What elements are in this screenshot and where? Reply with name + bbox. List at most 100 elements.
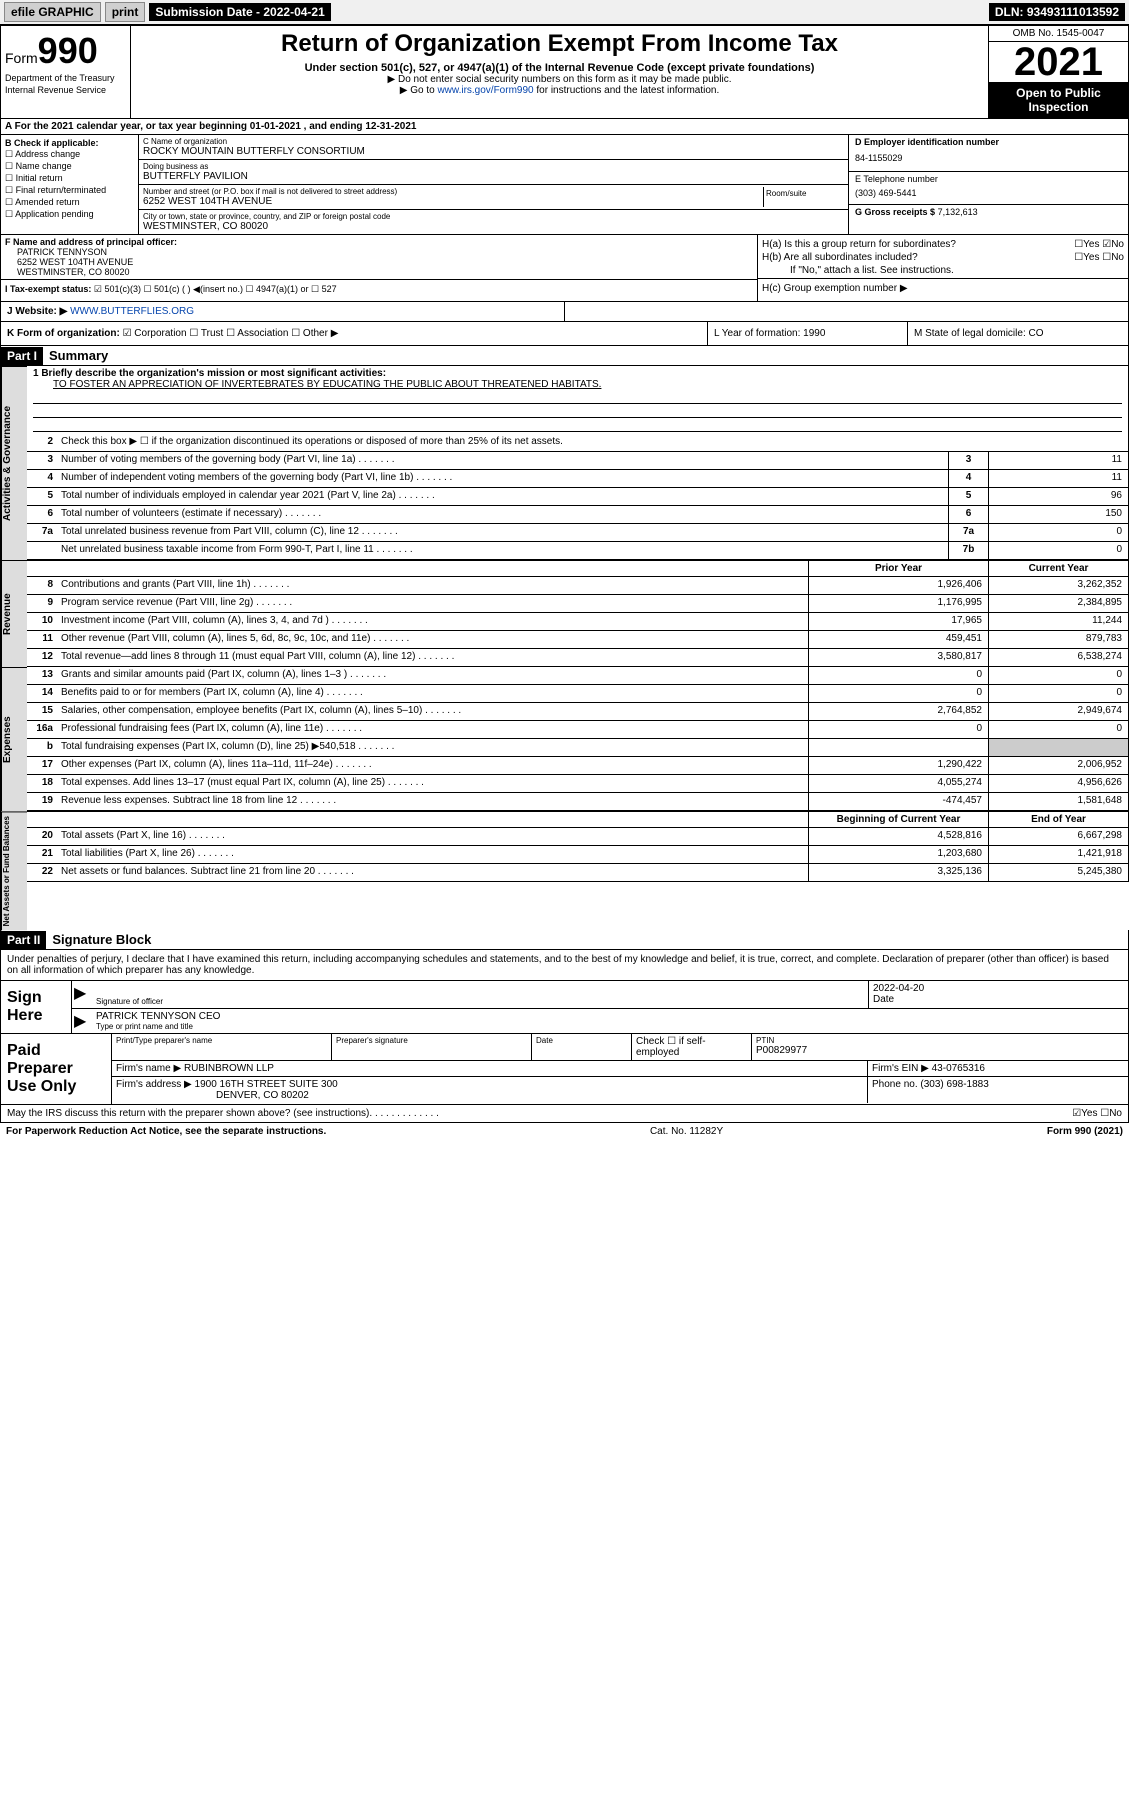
- line-20: 20 Total assets (Part X, line 16) 4,528,…: [27, 828, 1129, 846]
- tel-label: E Telephone number: [855, 174, 1122, 184]
- firm-phone: (303) 698-1883: [920, 1079, 988, 1090]
- line-12: 12 Total revenue—add lines 8 through 11 …: [27, 649, 1129, 667]
- chk-address[interactable]: Address change: [5, 149, 134, 160]
- telephone: (303) 469-5441: [855, 184, 1122, 202]
- note-ssn: ▶ Do not enter social security numbers o…: [139, 74, 980, 85]
- line-4: 4 Number of independent voting members o…: [27, 470, 1129, 488]
- line-9: 9 Program service revenue (Part VIII, li…: [27, 595, 1129, 613]
- chk-pending[interactable]: Application pending: [5, 209, 134, 220]
- website-url[interactable]: WWW.BUTTERFLIES.ORG: [70, 306, 194, 317]
- form-org-label: K Form of organization:: [7, 328, 120, 339]
- officer-addr2: WESTMINSTER, CO 80020: [5, 267, 753, 277]
- chk-final[interactable]: Final return/terminated: [5, 185, 134, 196]
- form-label: Form: [5, 50, 38, 66]
- vtab-na: Net Assets or Fund Balances: [1, 811, 27, 930]
- hb-label: H(b) Are all subordinates included?: [762, 252, 918, 263]
- part2-title: Signature Block: [46, 930, 157, 949]
- sig-date-lbl: Date: [873, 994, 1124, 1005]
- line-6: 6 Total number of volunteers (estimate i…: [27, 506, 1129, 524]
- mission-label: 1 Briefly describe the organization's mi…: [33, 368, 1122, 379]
- website-label: J Website: ▶: [7, 306, 67, 317]
- line-15: 15 Salaries, other compensation, employe…: [27, 703, 1129, 721]
- dept: Department of the Treasury: [5, 73, 115, 83]
- pra-notice: For Paperwork Reduction Act Notice, see …: [6, 1126, 326, 1137]
- addr-label: Number and street (or P.O. box if mail i…: [143, 187, 763, 196]
- col-b-header: B Check if applicable:: [5, 138, 134, 148]
- arrow-icon: ▶: [72, 981, 92, 1008]
- summary-activities: Activities & Governance 1 Briefly descri…: [0, 366, 1129, 560]
- irs: Internal Revenue Service: [5, 85, 106, 95]
- form-header: Form990 Department of the Treasury Inter…: [0, 25, 1129, 119]
- line-22: 22 Net assets or fund balances. Subtract…: [27, 864, 1129, 882]
- firm-ein: 43-0765316: [932, 1063, 985, 1074]
- officer-name: PATRICK TENNYSON: [5, 247, 753, 257]
- sign-here-label: Sign Here: [1, 981, 71, 1033]
- ein-label: D Employer identification number: [855, 137, 1122, 147]
- top-toolbar: efile GRAPHIC print Submission Date - 20…: [0, 0, 1129, 25]
- vtab-expenses: Expenses: [1, 667, 27, 811]
- col-h-group: H(a) Is this a group return for subordin…: [758, 235, 1128, 301]
- mission-text: TO FOSTER AN APPRECIATION OF INVERTEBRAT…: [33, 379, 1122, 390]
- hc-label: H(c) Group exemption number ▶: [758, 278, 1128, 298]
- form-title: Return of Organization Exempt From Incom…: [139, 30, 980, 58]
- officer-addr1: 6252 WEST 104TH AVENUE: [5, 257, 753, 267]
- discuss-row: May the IRS discuss this return with the…: [0, 1105, 1129, 1123]
- line-19: 19 Revenue less expenses. Subtract line …: [27, 793, 1129, 811]
- col-beg: Beginning of Current Year: [808, 811, 988, 827]
- form-subtitle: Under section 501(c), 527, or 4947(a)(1)…: [139, 62, 980, 74]
- discuss-answer: ☑Yes ☐No: [1072, 1108, 1122, 1119]
- org-name: ROCKY MOUNTAIN BUTTERFLY CONSORTIUM: [143, 146, 844, 157]
- chk-name[interactable]: Name change: [5, 161, 134, 172]
- arrow-icon: ▶: [72, 1009, 92, 1033]
- form-org-opts: ☑ Corporation ☐ Trust ☐ Association ☐ Ot…: [123, 328, 339, 339]
- col-prior: Prior Year: [808, 560, 988, 576]
- line-17: 17 Other expenses (Part IX, column (A), …: [27, 757, 1129, 775]
- chk-amended[interactable]: Amended return: [5, 197, 134, 208]
- row-j: J Website: ▶ WWW.BUTTERFLIES.ORG: [0, 302, 1129, 322]
- efile-btn[interactable]: efile GRAPHIC: [4, 2, 101, 22]
- line-21: 21 Total liabilities (Part X, line 26) 1…: [27, 846, 1129, 864]
- row-i-label: I Tax-exempt status:: [5, 284, 91, 294]
- section-bcd: B Check if applicable: Address change Na…: [0, 135, 1129, 235]
- city-label: City or town, state or province, country…: [143, 212, 844, 221]
- line-10: 10 Investment income (Part VIII, column …: [27, 613, 1129, 631]
- street-address: 6252 WEST 104TH AVENUE: [143, 196, 763, 207]
- irs-link[interactable]: www.irs.gov/Form990: [437, 85, 533, 96]
- summary-netassets: Net Assets or Fund Balances Beginning of…: [0, 811, 1129, 930]
- col-end: End of Year: [988, 811, 1128, 827]
- row-a-period: A For the 2021 calendar year, or tax yea…: [0, 119, 1129, 135]
- summary-expenses: Expenses 13 Grants and similar amounts p…: [0, 667, 1129, 811]
- dln: DLN: 93493111013592: [989, 3, 1125, 21]
- part1-bar: Part I Summary: [0, 346, 1129, 366]
- sig-declaration: Under penalties of perjury, I declare th…: [1, 950, 1128, 981]
- line-16a: 16a Professional fundraising fees (Part …: [27, 721, 1129, 739]
- room-suite-label: Room/suite: [764, 187, 844, 207]
- sig-date: 2022-04-20: [873, 983, 1124, 994]
- submission-date: Submission Date - 2022-04-21: [149, 3, 330, 21]
- sig-name: PATRICK TENNYSON CEO: [96, 1011, 1124, 1022]
- vtab-revenue: Revenue: [1, 560, 27, 667]
- mission-block: 1 Briefly describe the organization's mi…: [27, 366, 1129, 434]
- line2: Check this box ▶ ☐ if the organization d…: [57, 434, 1128, 451]
- line-3: 3 Number of voting members of the govern…: [27, 452, 1129, 470]
- city-state-zip: WESTMINSTER, CO 80020: [143, 221, 844, 232]
- hb-note: If "No," attach a list. See instructions…: [762, 265, 1124, 276]
- paid-preparer: Paid Preparer Use Only Print/Type prepar…: [0, 1034, 1129, 1105]
- state-domicile: M State of legal domicile: CO: [908, 322, 1128, 345]
- line-11: 11 Other revenue (Part VIII, column (A),…: [27, 631, 1129, 649]
- ha-label: H(a) Is this a group return for subordin…: [762, 239, 956, 250]
- part1-hdr: Part I: [1, 347, 43, 365]
- year-formation: L Year of formation: 1990: [708, 322, 908, 345]
- row-klm: K Form of organization: ☑ Corporation ☐ …: [0, 322, 1129, 346]
- open-inspection: Open to Public Inspection: [989, 82, 1128, 118]
- chk-initial[interactable]: Initial return: [5, 173, 134, 184]
- org-name-label: C Name of organization: [143, 137, 844, 146]
- signature-block: Under penalties of perjury, I declare th…: [0, 950, 1129, 1034]
- dba: BUTTERFLY PAVILION: [143, 171, 844, 182]
- dba-label: Doing business as: [143, 162, 844, 171]
- line-7a: 7a Total unrelated business revenue from…: [27, 524, 1129, 542]
- col-c-org-info: C Name of organization ROCKY MOUNTAIN BU…: [139, 135, 848, 234]
- vtab-activities: Activities & Governance: [1, 366, 27, 560]
- print-btn[interactable]: print: [105, 2, 146, 22]
- firm-name: RUBINBROWN LLP: [184, 1063, 274, 1074]
